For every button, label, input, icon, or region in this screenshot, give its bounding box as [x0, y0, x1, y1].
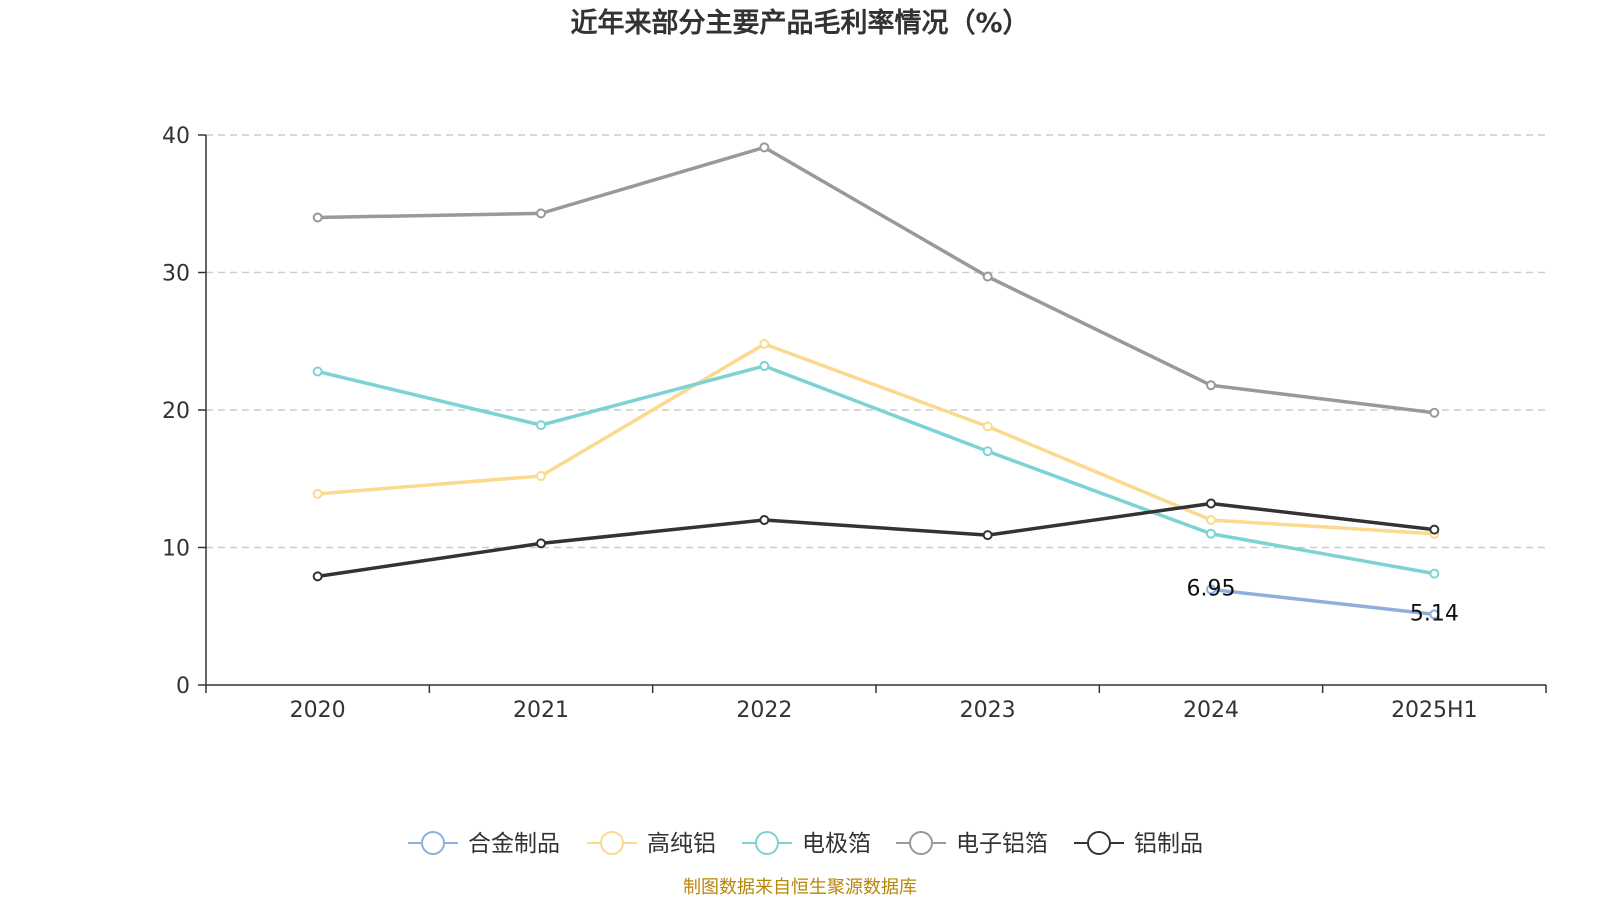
data-point [312, 571, 323, 582]
legend-marker [755, 831, 779, 855]
series-line-0 [1210, 587, 1435, 617]
data-point [1429, 568, 1440, 579]
legend-marker [600, 831, 624, 855]
x-tick-label: 2021 [513, 698, 569, 723]
y-tick-label: 10 [162, 537, 190, 562]
data-point [982, 421, 993, 432]
data-point [1206, 380, 1216, 391]
legend-marker [421, 831, 445, 855]
data-point [982, 271, 993, 282]
data-label: 5.14 [1410, 601, 1459, 626]
axes: 0 10 20 30 40 2020 2021 2022 2023 2024 2025H1 [162, 124, 1547, 723]
data-point [312, 488, 323, 499]
x-tick-label: 2023 [960, 698, 1016, 723]
data-point [1206, 515, 1216, 525]
x-tick-label: 2022 [736, 698, 792, 723]
legend-label: 电极箔 [802, 831, 871, 857]
data-point [1429, 524, 1440, 535]
data-labels: 6.95 5.14 [1187, 576, 1459, 626]
data-point [759, 515, 770, 525]
grid-lines [206, 134, 1546, 549]
y-tick-label: 20 [162, 399, 190, 424]
series-lines [312, 142, 1440, 620]
y-tick-label: 0 [176, 674, 190, 699]
data-point [536, 538, 546, 549]
source-note: 制图数据来自恒生聚源数据库 [683, 877, 917, 898]
data-point [1429, 609, 1440, 620]
data-point [312, 366, 323, 377]
series-line-4 [317, 501, 1435, 579]
data-point [312, 212, 323, 223]
x-tick-label: 2020 [290, 698, 346, 723]
data-point [536, 208, 546, 219]
x-tick-label: 2025H1 [1391, 698, 1478, 723]
data-point [982, 446, 993, 457]
data-point [759, 339, 770, 349]
data-point [536, 420, 546, 431]
legend-label: 高纯铝 [647, 831, 716, 857]
y-tick-label: 30 [162, 262, 190, 287]
data-point [1206, 584, 1216, 595]
x-tick-label: 2024 [1183, 698, 1239, 723]
legend-marker [909, 831, 933, 855]
data-point [1429, 407, 1440, 418]
data-point [759, 361, 770, 371]
data-point [1206, 528, 1216, 539]
data-point [759, 142, 770, 153]
y-tick-label: 40 [162, 124, 190, 149]
series-line-3 [317, 145, 1435, 415]
data-point [536, 471, 546, 481]
legend-label: 铝制品 [1134, 831, 1203, 857]
series-line-2 [317, 364, 1435, 576]
data-label: 6.95 [1187, 576, 1236, 601]
chart-title: 近年来部分主要产品毛利率情况（%） [570, 7, 1029, 39]
legend-label: 电子铝箔 [956, 831, 1048, 857]
data-point [1206, 498, 1216, 509]
data-point [982, 530, 993, 541]
legend-marker [1087, 831, 1111, 855]
legend: 合金制品 高纯铝 电极箔 电子铝箔 铝制品 [408, 831, 1203, 857]
legend-label: 合金制品 [468, 831, 560, 857]
series-line-1 [317, 342, 1435, 536]
